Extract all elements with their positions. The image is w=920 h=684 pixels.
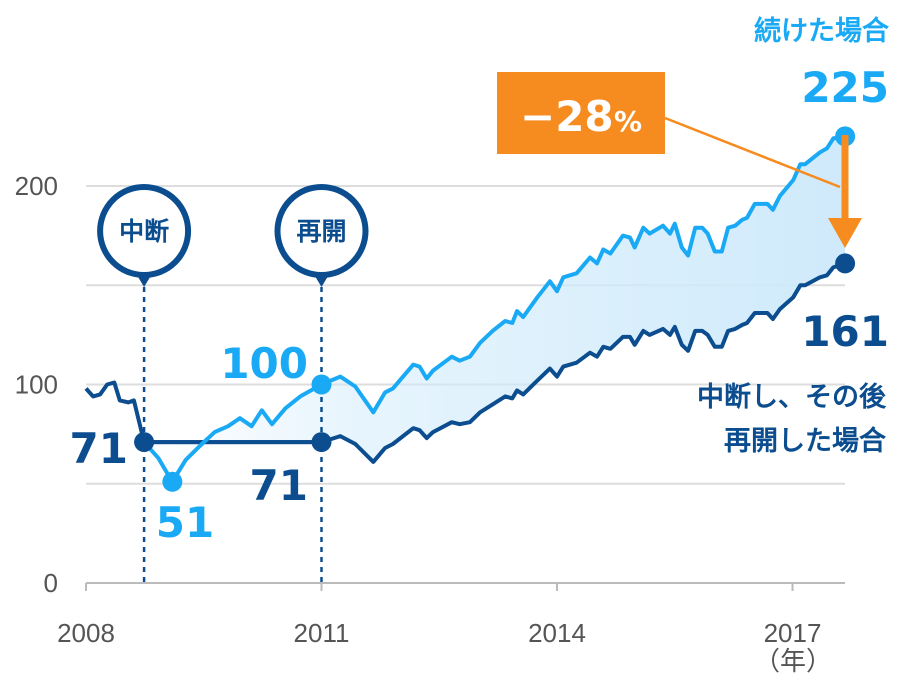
pause-value-label: 71	[70, 424, 128, 473]
difference-unit: %	[614, 105, 642, 138]
x-tick-label: 2014	[528, 618, 586, 648]
y-tick-label: 200	[15, 171, 58, 201]
gap-area	[144, 136, 846, 482]
difference-badge	[497, 72, 665, 154]
paused-final-value: 161	[801, 307, 889, 356]
gridlines	[86, 185, 845, 485]
series-line-continued	[142, 134, 846, 484]
x-tick-label: 2008	[57, 618, 115, 648]
y-tick-label: 0	[44, 568, 58, 598]
resume-marker-label: 再開	[296, 217, 346, 246]
x-tick-label: 2017	[764, 618, 822, 648]
pause-point	[134, 432, 155, 453]
resume-paused-point	[311, 432, 332, 453]
x-axis-ticks: 2008 2011 2014 2017	[57, 583, 821, 648]
resume-continued-value-label: 100	[220, 339, 308, 388]
difference-value: −28	[520, 92, 614, 141]
resume-paused-value-label: 71	[250, 461, 308, 510]
continued-label: 続けた場合	[754, 15, 889, 47]
resume-continued-point	[311, 374, 332, 395]
paused-label-line2: 再開した場合	[724, 425, 886, 457]
y-axis-ticks: 0 100 200	[15, 171, 58, 598]
series-line-resumed	[84, 261, 846, 464]
resume-marker-circle	[274, 184, 369, 278]
continued-final-value: 225	[801, 63, 889, 112]
x-unit-label: （年）	[754, 646, 832, 676]
low-value-label: 51	[156, 498, 214, 547]
low-point	[162, 471, 183, 492]
difference-arrow-head	[828, 218, 862, 248]
pause-marker-circle	[97, 184, 192, 278]
paused-label-line1: 中断し、その後	[697, 382, 887, 413]
x-tick-label: 2011	[294, 618, 350, 648]
paused-final-point	[835, 253, 856, 274]
difference-leader-line	[664, 116, 841, 189]
pause-marker-label: 中断	[119, 217, 169, 246]
y-tick-label: 100	[15, 370, 58, 400]
